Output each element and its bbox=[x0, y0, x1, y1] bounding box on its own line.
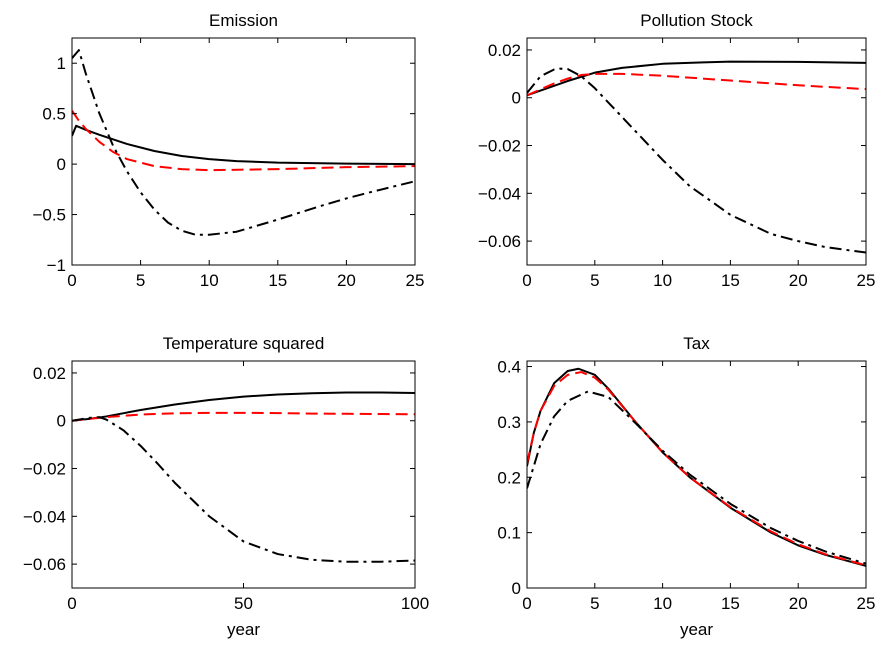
y-tick-label: −0.04 bbox=[478, 184, 521, 203]
series-line-solid-1 bbox=[527, 367, 866, 567]
subplot-1: 0 5 10 15 20 25 −1 −0.5 0 0.5 1 Emission bbox=[32, 11, 424, 290]
axes-box bbox=[526, 37, 867, 266]
series-line-dashdot-3 bbox=[527, 67, 866, 254]
y-tick-label: 0 bbox=[57, 412, 66, 431]
y-tick-label: −0.5 bbox=[32, 206, 66, 225]
y-tick-label: −0.06 bbox=[478, 232, 521, 251]
y-tick-label: 0.4 bbox=[497, 358, 521, 377]
series-line-dashdot-3 bbox=[72, 416, 415, 563]
y-tick-label: −0.04 bbox=[23, 507, 66, 526]
x-tick-label: 15 bbox=[721, 594, 740, 613]
y-tick-label: 0.02 bbox=[488, 41, 521, 60]
x-tick-label: 10 bbox=[653, 594, 672, 613]
subplot-2: 0 5 10 15 20 25 −0.06 −0.04 −0.02 0 0.02 Pollution … bbox=[478, 11, 875, 290]
subplot-4: 0 5 10 15 20 25 0 0.1 0.2 0.3 0.4 Tax year bbox=[497, 334, 875, 639]
series-line-dashed-2 bbox=[72, 110, 415, 172]
series-line-dashdot-3 bbox=[72, 49, 415, 236]
x-tick-label: 0 bbox=[67, 594, 76, 613]
x-tick-label: 25 bbox=[857, 271, 876, 290]
x-axis-label: year bbox=[680, 620, 713, 639]
y-tick-label: 0.2 bbox=[497, 468, 521, 487]
y-tick-label: 0 bbox=[512, 579, 521, 598]
subplot-title: Tax bbox=[683, 334, 710, 353]
y-tick-label: 0.5 bbox=[42, 105, 66, 124]
x-tick-label: 5 bbox=[590, 271, 599, 290]
x-tick-label: 5 bbox=[590, 594, 599, 613]
axes-box bbox=[526, 360, 867, 589]
axes-box bbox=[71, 37, 416, 266]
y-tick-label: 1 bbox=[57, 54, 66, 73]
x-tick-label: 0 bbox=[522, 271, 531, 290]
x-tick-label: 25 bbox=[406, 271, 425, 290]
y-tick-label: −0.06 bbox=[23, 555, 66, 574]
x-tick-label: 10 bbox=[653, 271, 672, 290]
series-line-solid-1 bbox=[527, 60, 866, 97]
series-line-dashed-2 bbox=[527, 371, 866, 567]
y-tick-label: −0.02 bbox=[478, 137, 521, 156]
subplot-3: 0 50 100 −0.06 −0.04 −0.02 0 0.02 Temperature sq… bbox=[23, 334, 429, 639]
subplot-title: Pollution Stock bbox=[640, 11, 753, 30]
y-tick-label: 0.1 bbox=[497, 524, 521, 543]
x-tick-label: 0 bbox=[67, 271, 76, 290]
x-axis-label: year bbox=[227, 620, 260, 639]
x-tick-label: 50 bbox=[234, 594, 253, 613]
x-tick-label: 10 bbox=[200, 271, 219, 290]
subplot-title: Temperature squared bbox=[163, 334, 325, 353]
x-tick-label: 25 bbox=[857, 594, 876, 613]
series-line-dashdot-3 bbox=[527, 390, 866, 565]
x-tick-label: 20 bbox=[789, 271, 808, 290]
y-tick-label: −1 bbox=[47, 256, 66, 275]
series-line-dashed-2 bbox=[527, 72, 866, 97]
series-line-solid-1 bbox=[72, 124, 415, 166]
subplot-title: Emission bbox=[209, 11, 278, 30]
x-tick-label: 15 bbox=[721, 271, 740, 290]
x-tick-label: 5 bbox=[136, 271, 145, 290]
x-tick-label: 0 bbox=[522, 594, 531, 613]
axes-box bbox=[71, 360, 416, 589]
y-tick-label: 0.02 bbox=[33, 364, 66, 383]
x-tick-label: 15 bbox=[268, 271, 287, 290]
y-tick-label: 0 bbox=[512, 89, 521, 108]
series-line-dashed-2 bbox=[72, 411, 415, 422]
series-line-solid-1 bbox=[72, 391, 415, 422]
x-tick-label: 20 bbox=[789, 594, 808, 613]
y-tick-label: 0 bbox=[57, 155, 66, 174]
x-tick-label: 100 bbox=[401, 594, 429, 613]
x-tick-label: 20 bbox=[337, 271, 356, 290]
y-tick-label: −0.02 bbox=[23, 460, 66, 479]
y-tick-label: 0.3 bbox=[497, 413, 521, 432]
